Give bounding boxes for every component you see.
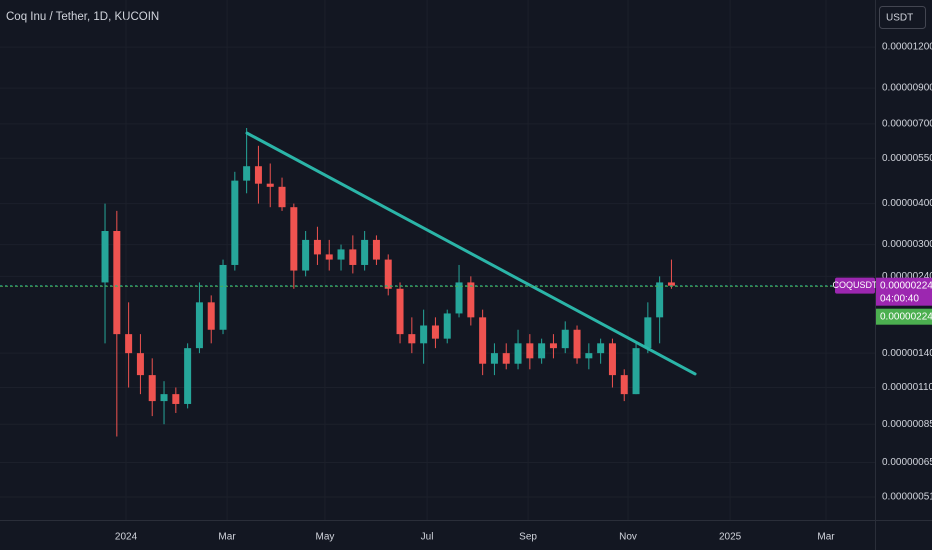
candle-body [266, 183, 274, 187]
candle-body [479, 317, 487, 364]
candle-body [195, 302, 203, 349]
candle-body [184, 348, 192, 404]
y-tick-label: 0.000000850 [882, 419, 932, 430]
y-tick-label: 0.000007000 [882, 119, 932, 130]
symbol-label: COQUSDT [833, 280, 879, 290]
price-line-tag [876, 308, 932, 325]
y-tick-label: 0.000002400 [882, 271, 932, 282]
candle-body [597, 343, 605, 354]
candle-body [526, 343, 534, 359]
candle-body [514, 343, 522, 364]
last-price-label: 0.000002248 [880, 280, 932, 291]
last-price-tag [876, 277, 932, 306]
x-tick-label: 2025 [719, 532, 742, 543]
currency-button[interactable] [879, 6, 926, 29]
candle-body [325, 254, 333, 260]
y-tick-label: 0.000009000 [882, 83, 932, 94]
candle-body [101, 230, 109, 283]
candle-body [573, 329, 581, 359]
candle-body [467, 282, 475, 318]
candle-body [455, 282, 463, 314]
candle-body [172, 394, 180, 404]
trendline [245, 131, 697, 376]
candle-body [254, 166, 262, 184]
x-tick-label: Sep [519, 532, 537, 543]
candle-body [549, 343, 557, 349]
candle-body [160, 394, 168, 402]
x-tick-label: Mar [817, 532, 835, 543]
candle-body [207, 302, 215, 330]
candle-body [243, 166, 251, 181]
candle-body [372, 239, 380, 260]
candle-body [538, 343, 546, 359]
candle-body [420, 325, 428, 344]
candle-body [219, 264, 227, 330]
y-tick-label: 0.000001400 [882, 348, 932, 359]
candle-body [278, 186, 286, 208]
candle-body [113, 230, 121, 335]
candle-body [148, 375, 156, 402]
currency-label[interactable]: USDT [886, 13, 913, 24]
candle-body [396, 288, 404, 335]
candle-body [608, 343, 616, 376]
candle-body [644, 317, 652, 349]
y-tick-label: 0.000004000 [882, 198, 932, 209]
candle-body [656, 282, 664, 318]
y-tick-label: 0.000000650 [882, 457, 932, 468]
x-tick-label: Nov [619, 532, 637, 543]
x-tick-label: May [316, 532, 335, 543]
chart-title: Coq Inu / Tether, 1D, KUCOIN [6, 11, 159, 23]
y-tick-label: 0.000012000 [882, 42, 932, 53]
candle-body [632, 348, 640, 395]
candle-body [585, 353, 593, 359]
candle-body [361, 239, 369, 265]
candle-body [231, 180, 239, 265]
candle-body [290, 207, 298, 271]
candle-body [561, 329, 569, 349]
y-tick-label: 0.000003000 [882, 239, 932, 250]
candle-body [431, 325, 439, 339]
countdown-label: 04:00:40 [880, 293, 919, 304]
x-tick-label: 2024 [115, 532, 138, 543]
candle-body [620, 375, 628, 395]
y-tick-label: 0.000000510 [882, 492, 932, 503]
candle-body [502, 353, 510, 364]
candle-body [136, 353, 144, 376]
x-tick-label: Jul [421, 532, 434, 543]
candle-body [490, 353, 498, 364]
candle-body [125, 334, 133, 354]
candle-body [337, 249, 345, 260]
candle-body [302, 239, 310, 271]
symbol-tag [835, 277, 875, 294]
y-tick-label: 0.000005500 [882, 153, 932, 164]
candle-body [443, 313, 451, 339]
candle-body [408, 334, 416, 344]
candle-body [667, 282, 675, 286]
candle-body [349, 249, 357, 265]
candle-body [384, 259, 392, 289]
candle-body [313, 239, 321, 255]
x-tick-label: Mar [218, 532, 236, 543]
